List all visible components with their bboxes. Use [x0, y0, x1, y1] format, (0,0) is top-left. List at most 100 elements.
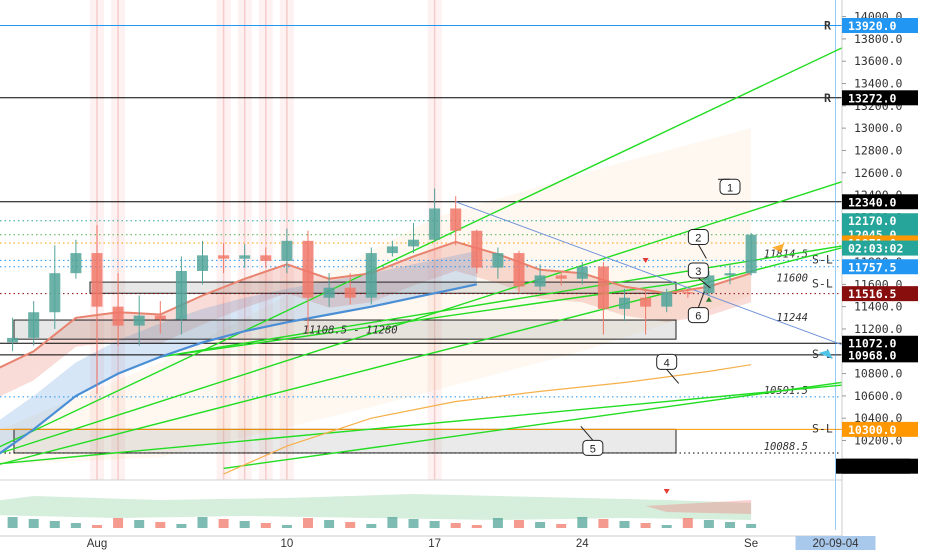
- level-label: 11244: [776, 312, 808, 324]
- x-tick: Aug: [87, 538, 107, 550]
- candle-body: [323, 287, 335, 298]
- candle-body: [682, 292, 694, 294]
- volume-bar: [49, 521, 60, 528]
- candle-body: [344, 287, 356, 298]
- candle-body: [281, 240, 293, 261]
- y-tick: 10400.0: [854, 411, 903, 425]
- support-zones: [13, 281, 677, 454]
- volume-sell-marker: [663, 489, 670, 494]
- y-tick: 10800.0: [854, 367, 903, 381]
- y-tick: 10200.0: [854, 434, 903, 448]
- projection-arrow-up: [772, 243, 785, 253]
- price-tag: [842, 335, 918, 351]
- volume-bar: [70, 523, 81, 528]
- volume-bar: [155, 522, 166, 528]
- candle-body: [492, 253, 504, 268]
- candle-body: [471, 230, 483, 268]
- candle-body: [28, 312, 40, 338]
- price-tag-label: 10968.0: [848, 348, 897, 362]
- x-tick: 24: [576, 538, 589, 550]
- volume-bar: [514, 520, 524, 528]
- callouts: 1 2 3 4 5 6 11108.5 - 11280: [303, 178, 741, 456]
- volume-bar: [450, 523, 461, 528]
- candle-body: [49, 273, 61, 313]
- callout-label: 4: [664, 357, 670, 369]
- candle-body: [408, 239, 419, 247]
- volume-bar: [703, 520, 714, 528]
- candle-body: [70, 253, 82, 274]
- candle-body: [703, 275, 715, 294]
- candle-body: [218, 255, 230, 259]
- volume-bar: [303, 518, 313, 528]
- price-tag: [842, 347, 918, 363]
- candle-body: [450, 208, 462, 231]
- y-tick: 10600.0: [854, 389, 903, 403]
- candle-body: [555, 275, 567, 279]
- callout-pointer: [697, 291, 705, 308]
- candles[interactable]: [0, 188, 757, 471]
- callout-pointer: [666, 369, 680, 384]
- volume-bar: [535, 522, 546, 528]
- y-tick: 12800.0: [854, 143, 903, 157]
- volume-bar: [556, 524, 567, 528]
- callout-pointer: [580, 426, 594, 441]
- y-tick: 13000.0: [854, 121, 903, 135]
- candle-body: [745, 234, 757, 274]
- candle-body: [302, 240, 314, 298]
- candle-body: [175, 270, 187, 320]
- volume-bar: [619, 521, 630, 528]
- volume-bar: [197, 517, 208, 528]
- signal-markers: [642, 258, 712, 494]
- volume-bar: [92, 525, 102, 528]
- volume-bar: [7, 517, 18, 528]
- callout-label: 6: [695, 311, 701, 323]
- volume-bar: [746, 524, 757, 528]
- y-tick: 11400.0: [854, 300, 903, 314]
- candle-body: [619, 297, 630, 309]
- price-tag: [842, 90, 918, 106]
- callout-label: 3: [695, 266, 701, 278]
- volume-bar: [387, 517, 398, 528]
- callout-label: 2: [695, 232, 701, 244]
- price-tag-label: 02:03:02: [848, 242, 903, 256]
- candle-body: [724, 273, 736, 276]
- volume-bar: [324, 520, 335, 528]
- level-side-label: S-L: [812, 421, 833, 435]
- price-tag: [842, 194, 918, 210]
- cursor-date-label: 20-09-04: [812, 538, 859, 550]
- sell-marker: [642, 258, 649, 264]
- y-tick: 13600.0: [854, 54, 903, 68]
- price-tag: [842, 240, 918, 256]
- candle-body: [513, 253, 525, 287]
- level-side-mark: R: [824, 19, 831, 33]
- volume-bar: [661, 525, 672, 528]
- ema-fast-band: [0, 241, 752, 397]
- zone-10088-10300: [13, 428, 677, 454]
- candle-body: [260, 255, 272, 261]
- price-tag: [842, 259, 918, 275]
- candle-body: [386, 246, 398, 254]
- cursor-date-tag: [795, 536, 876, 550]
- price-tag: [842, 213, 918, 229]
- ema-slow-line: [0, 283, 478, 455]
- buy-marker: [705, 296, 712, 302]
- session-band: [216, 0, 231, 480]
- horizontal-levels: RR11814.5S-L11600S-L11244S-L10591.5S-L10…: [0, 0, 842, 530]
- volume-band: [0, 494, 752, 520]
- volume-bar: [366, 524, 377, 528]
- callout-pointer: [697, 244, 707, 259]
- volume-bar: [260, 523, 271, 528]
- candle-body: [597, 266, 609, 309]
- volume-bar: [725, 522, 735, 528]
- zone-11108-11280: [13, 319, 677, 340]
- volume-bar: [598, 519, 609, 528]
- volume-bar: [429, 521, 440, 528]
- candle-body: [197, 255, 208, 271]
- volume-bar: [345, 522, 356, 528]
- volume-bar: [492, 518, 503, 528]
- volume-bar: [176, 524, 187, 528]
- x-tick: 10: [281, 538, 294, 550]
- candle-body: [640, 297, 652, 307]
